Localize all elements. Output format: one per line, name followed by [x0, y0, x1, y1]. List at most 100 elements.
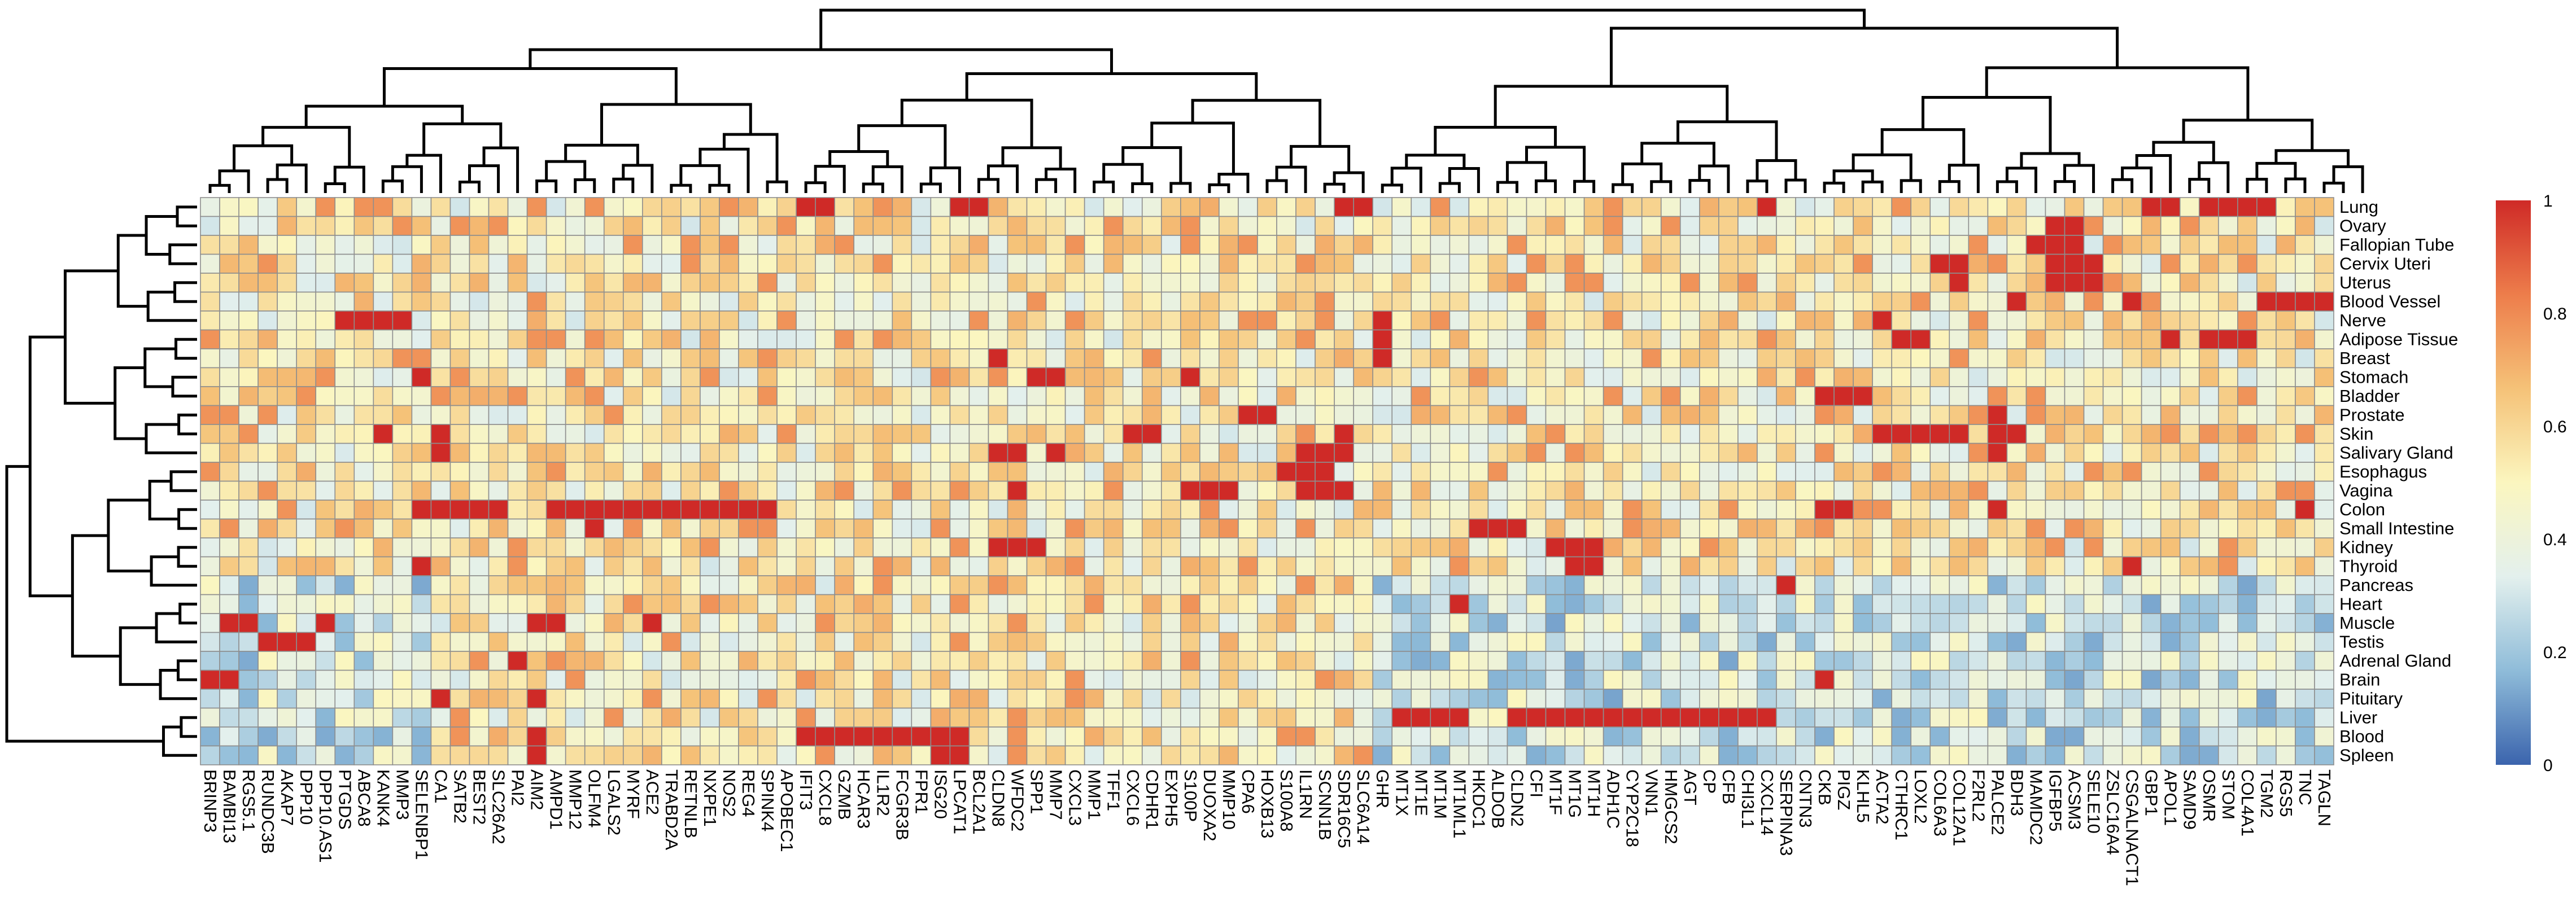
heatmap-cell: [1122, 575, 1143, 596]
heatmap-cell: [200, 291, 220, 312]
heatmap-cell: [1430, 367, 1451, 387]
heatmap-cell: [834, 443, 855, 463]
heatmap-cell: [1603, 367, 1623, 387]
heatmap-cell: [1391, 537, 1412, 558]
heatmap-cell: [1814, 707, 1835, 728]
heatmap-cell: [1122, 707, 1143, 728]
heatmap-cell: [738, 197, 758, 217]
column-label: SLC6A14: [1354, 769, 1373, 844]
heatmap-cell: [2141, 253, 2162, 274]
heatmap-cell: [1257, 386, 1277, 406]
colorbar-legend: 00.20.40.60.81: [2496, 192, 2567, 775]
heatmap-cell: [1064, 405, 1085, 425]
heatmap-cell: [1545, 443, 1566, 463]
heatmap-cell: [238, 329, 259, 349]
heatmap-cell: [1084, 669, 1104, 690]
heatmap-cell: [430, 480, 451, 501]
heatmap-cell: [1718, 594, 1739, 614]
heatmap-cell: [392, 253, 413, 274]
heatmap-cell: [2121, 613, 2142, 633]
dendrogram-branch: [857, 124, 947, 168]
heatmap-cell: [373, 310, 394, 331]
heatmap-cell: [776, 726, 797, 747]
heatmap-cell: [1199, 689, 1220, 709]
heatmap-cell: [2121, 707, 2142, 728]
heatmap-cell: [930, 632, 951, 652]
heatmap-cell: [1238, 273, 1258, 293]
heatmap-cell: [257, 273, 278, 293]
heatmap-cell: [1814, 594, 1835, 614]
heatmap-cell: [373, 594, 394, 614]
heatmap-cell: [1891, 537, 1912, 558]
heatmap-cell: [892, 707, 912, 728]
heatmap-cell: [334, 518, 355, 538]
heatmap-cell: [1545, 632, 1566, 652]
heatmap-cell: [1910, 197, 1931, 217]
heatmap-cell: [200, 480, 220, 501]
heatmap-cell: [238, 405, 259, 425]
heatmap-cell: [1987, 424, 2008, 444]
heatmap-cell: [1391, 556, 1412, 576]
heatmap-cell: [988, 500, 1008, 520]
heatmap-cell: [1757, 594, 1777, 614]
heatmap-cell: [2276, 405, 2296, 425]
heatmap-cell: [796, 291, 816, 312]
heatmap-cell: [1141, 310, 1162, 331]
heatmap-cell: [603, 707, 624, 728]
heatmap-cell: [2006, 462, 2027, 482]
heatmap-cell: [430, 386, 451, 406]
heatmap-cell: [1872, 310, 1892, 331]
heatmap-cell: [545, 707, 566, 728]
heatmap-cell: [1833, 348, 1854, 369]
heatmap-cell: [1949, 518, 1970, 538]
heatmap-cell: [1161, 613, 1181, 633]
heatmap-cell: [1007, 367, 1028, 387]
heatmap-cell: [1564, 235, 1585, 255]
heatmap-cell: [700, 310, 720, 331]
heatmap-cell: [238, 291, 259, 312]
heatmap-cell: [2256, 329, 2277, 349]
heatmap-cell: [1564, 500, 1585, 520]
heatmap-cell: [1103, 443, 1124, 463]
heatmap-cell: [949, 235, 970, 255]
heatmap-cell: [1257, 253, 1277, 274]
heatmap-cell: [1141, 632, 1162, 652]
heatmap-cell: [757, 556, 778, 576]
heatmap-cell: [1949, 689, 1970, 709]
heatmap-cell: [1468, 651, 1489, 671]
heatmap-cell: [1295, 745, 1316, 765]
heatmap-cell: [430, 462, 451, 482]
heatmap-cell: [1199, 291, 1220, 312]
heatmap-cell: [1833, 443, 1854, 463]
heatmap-cell: [1833, 291, 1854, 312]
heatmap-cell: [1949, 216, 1970, 236]
heatmap-cell: [1219, 500, 1239, 520]
heatmap-cell: [1161, 348, 1181, 369]
heatmap-cell: [815, 291, 835, 312]
heatmap-cell: [700, 707, 720, 728]
heatmap-cell: [2045, 443, 2066, 463]
heatmap-cell: [1295, 235, 1316, 255]
dendrogram-branch: [2255, 161, 2297, 179]
heatmap-cell: [1603, 443, 1623, 463]
column-label: LOXL2: [1911, 769, 1931, 824]
heatmap-cell: [296, 632, 317, 652]
heatmap-cell: [1219, 689, 1239, 709]
heatmap-cell: [1122, 669, 1143, 690]
heatmap-cell: [2314, 689, 2334, 709]
heatmap-cell: [430, 613, 451, 633]
heatmap-cell: [2045, 253, 2066, 274]
heatmap-cell: [1411, 632, 1431, 652]
heatmap-cell: [1238, 480, 1258, 501]
heatmap-cell: [545, 424, 566, 444]
heatmap-cell: [1757, 197, 1777, 217]
column-label: SCNN1B: [1315, 769, 1335, 840]
heatmap-cell: [1718, 480, 1739, 501]
heatmap-cell: [1449, 291, 1470, 312]
heatmap-cell: [776, 462, 797, 482]
heatmap-cell: [1872, 689, 1892, 709]
heatmap-cell: [1141, 462, 1162, 482]
heatmap-cell: [1603, 537, 1623, 558]
heatmap-cell: [2276, 443, 2296, 463]
heatmap-cell: [277, 386, 297, 406]
